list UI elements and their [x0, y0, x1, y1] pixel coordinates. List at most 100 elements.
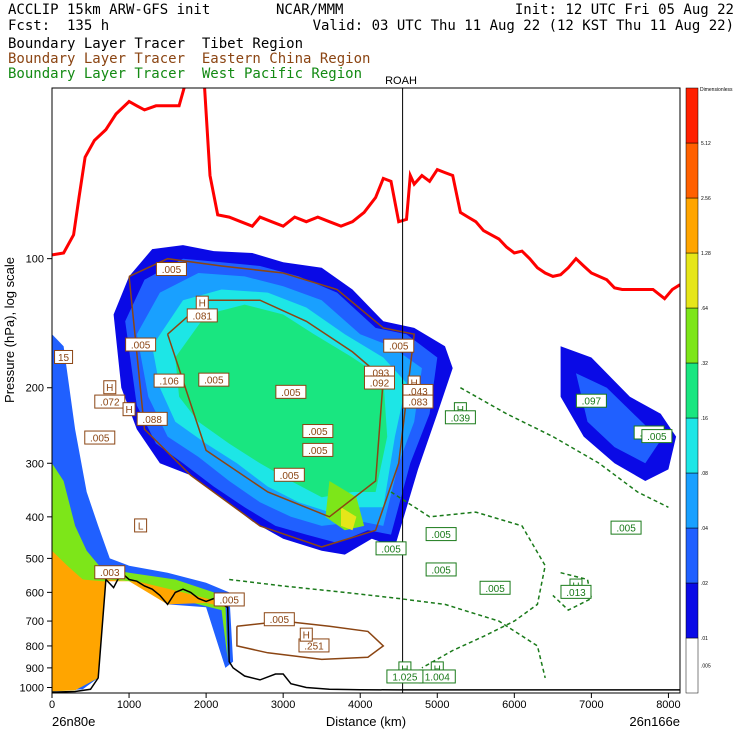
colorbar-title: Dimensionless: [700, 87, 733, 93]
contour-label-box: [84, 430, 116, 445]
contour-label: .081: [193, 311, 213, 322]
y-tick-label: 200: [26, 383, 44, 395]
contour-label-box: [425, 527, 457, 542]
contour-label: 1.025: [392, 672, 417, 683]
x-tick-label: 1000: [117, 699, 141, 711]
y-tick-label: 1000: [20, 682, 44, 694]
contour-label: .106: [159, 377, 179, 388]
contour-label-box: [298, 638, 330, 653]
contour-label: .005: [389, 342, 409, 353]
contour-label: .005: [431, 565, 451, 576]
contour-label: .005: [162, 265, 182, 276]
contour-label: H: [199, 299, 206, 310]
marker-label: ROAH: [385, 75, 417, 87]
contour-label-box: [273, 467, 305, 482]
contour-label: .093: [370, 369, 390, 380]
x-tick-label: 7000: [579, 699, 603, 711]
colorbar-swatch: [685, 362, 699, 419]
contour-label-box: [54, 349, 74, 364]
colorbar-level-label: .02: [701, 581, 708, 587]
plot-frame: [51, 87, 681, 694]
contour-label: .005: [308, 446, 328, 457]
contour-label-box: [134, 518, 148, 533]
west-pacific-contour-2: [460, 387, 669, 508]
colorbar-swatch: [685, 582, 699, 639]
contour-label-box: [155, 262, 187, 277]
contour-label: .251: [304, 641, 324, 652]
axes: 0 1000 2000 3000 4000 5000 6000 7000 8000 100 200 3…: [20, 254, 681, 711]
x-tick-label: 6000: [502, 699, 526, 711]
valid-time: Valid: 03 UTC Thu 11 Aug 22 (12 KST Thu …: [312, 18, 734, 34]
forecast-hour: Fcst: 135 h: [8, 18, 110, 34]
contour-label-box: [136, 411, 168, 426]
contour-label: .005: [485, 584, 505, 595]
contour-label: .043: [408, 387, 428, 398]
contour-label-box: [375, 541, 407, 556]
surface-high: [52, 550, 226, 692]
contour-label-box: [560, 584, 592, 599]
y-tick-label: 800: [26, 641, 44, 653]
plume-64: [341, 507, 357, 531]
contour-label-box: [213, 592, 245, 607]
x-tick-label: 8000: [656, 699, 680, 711]
contour-label: 1.004: [425, 672, 450, 683]
contour-label-box: [153, 373, 185, 388]
y-tick-label: 900: [26, 663, 44, 675]
y-tick-label: 600: [26, 587, 44, 599]
contour-label: .039: [451, 413, 471, 424]
colorbar-level-label: .64: [701, 306, 708, 312]
colorbar: .01 .02 .04 .08 .16 .32 .64 1.28 2.56 5.12 .005 Dim…: [685, 87, 733, 694]
contour-labels: .005H.081.005.106.005.005H.072H.088.0051…: [54, 262, 673, 684]
tracer-shading: [52, 245, 677, 692]
tracer-contours: [128, 257, 669, 679]
colorbar-level-label: 1.28: [701, 251, 711, 257]
contour-label: .005: [431, 530, 451, 541]
init-time: Init: 12 UTC Fri 05 Aug 22: [514, 2, 734, 18]
y-tick-label: 100: [26, 254, 44, 266]
contour-label: .005: [616, 524, 636, 535]
west-pacific-contour-4: [552, 571, 593, 612]
x-tick-label: 0: [49, 699, 55, 711]
contour-label-box: [302, 424, 334, 439]
contour-label: L: [138, 521, 144, 532]
colorbar-swatch: [685, 197, 699, 254]
colorbar-level-label: .01: [701, 636, 708, 642]
contour-label: .005: [281, 388, 301, 399]
contour-label-box: [425, 562, 457, 577]
x-end-label: 26n166e: [629, 714, 680, 729]
contour-label-box: [103, 380, 117, 395]
legend-tibet: Boundary Layer Tracer Tibet Region: [8, 36, 304, 52]
eastern-china-contour-3: [236, 620, 385, 661]
contour-label-box: [125, 337, 157, 352]
y-tick-label: 700: [26, 616, 44, 628]
contour-label-box: [444, 410, 476, 425]
contour-label-box: [610, 520, 642, 535]
contour-label: H: [303, 631, 310, 642]
contour-label-box: [641, 429, 673, 444]
contour-label-box: [383, 338, 415, 353]
colorbar-level-label: .005: [701, 664, 711, 670]
colorbar-level-label: .32: [701, 361, 708, 367]
contour-label: .072: [100, 398, 120, 409]
colorbar-swatch: [685, 142, 699, 199]
contour-label: .005: [280, 471, 300, 482]
model-title: ACCLIP 15km ARW-GFS init: [8, 2, 211, 18]
contour-label: .005: [90, 434, 110, 445]
contour-label: .083: [408, 398, 428, 409]
colorbar-level-label: .04: [701, 526, 708, 532]
y-tick-label: 400: [26, 512, 44, 524]
center-label: NCAR/MMM: [276, 2, 344, 18]
colorbar-swatch: [685, 637, 699, 694]
west-pacific-contour-3: [229, 578, 546, 679]
contour-label-box: [402, 394, 434, 409]
x-tick-label: 4000: [348, 699, 372, 711]
contour-label: .005: [204, 376, 224, 387]
colorbar-swatch: [685, 252, 699, 309]
colorbar-level-label: .08: [701, 471, 708, 477]
x-start-label: 26n80e: [52, 714, 95, 729]
contour-label: .092: [370, 379, 390, 390]
colorbar-level-label: 5.12: [701, 141, 711, 147]
tropopause-line: [52, 88, 680, 301]
contour-label: .088: [142, 415, 162, 426]
colorbar-swatch: [685, 472, 699, 529]
